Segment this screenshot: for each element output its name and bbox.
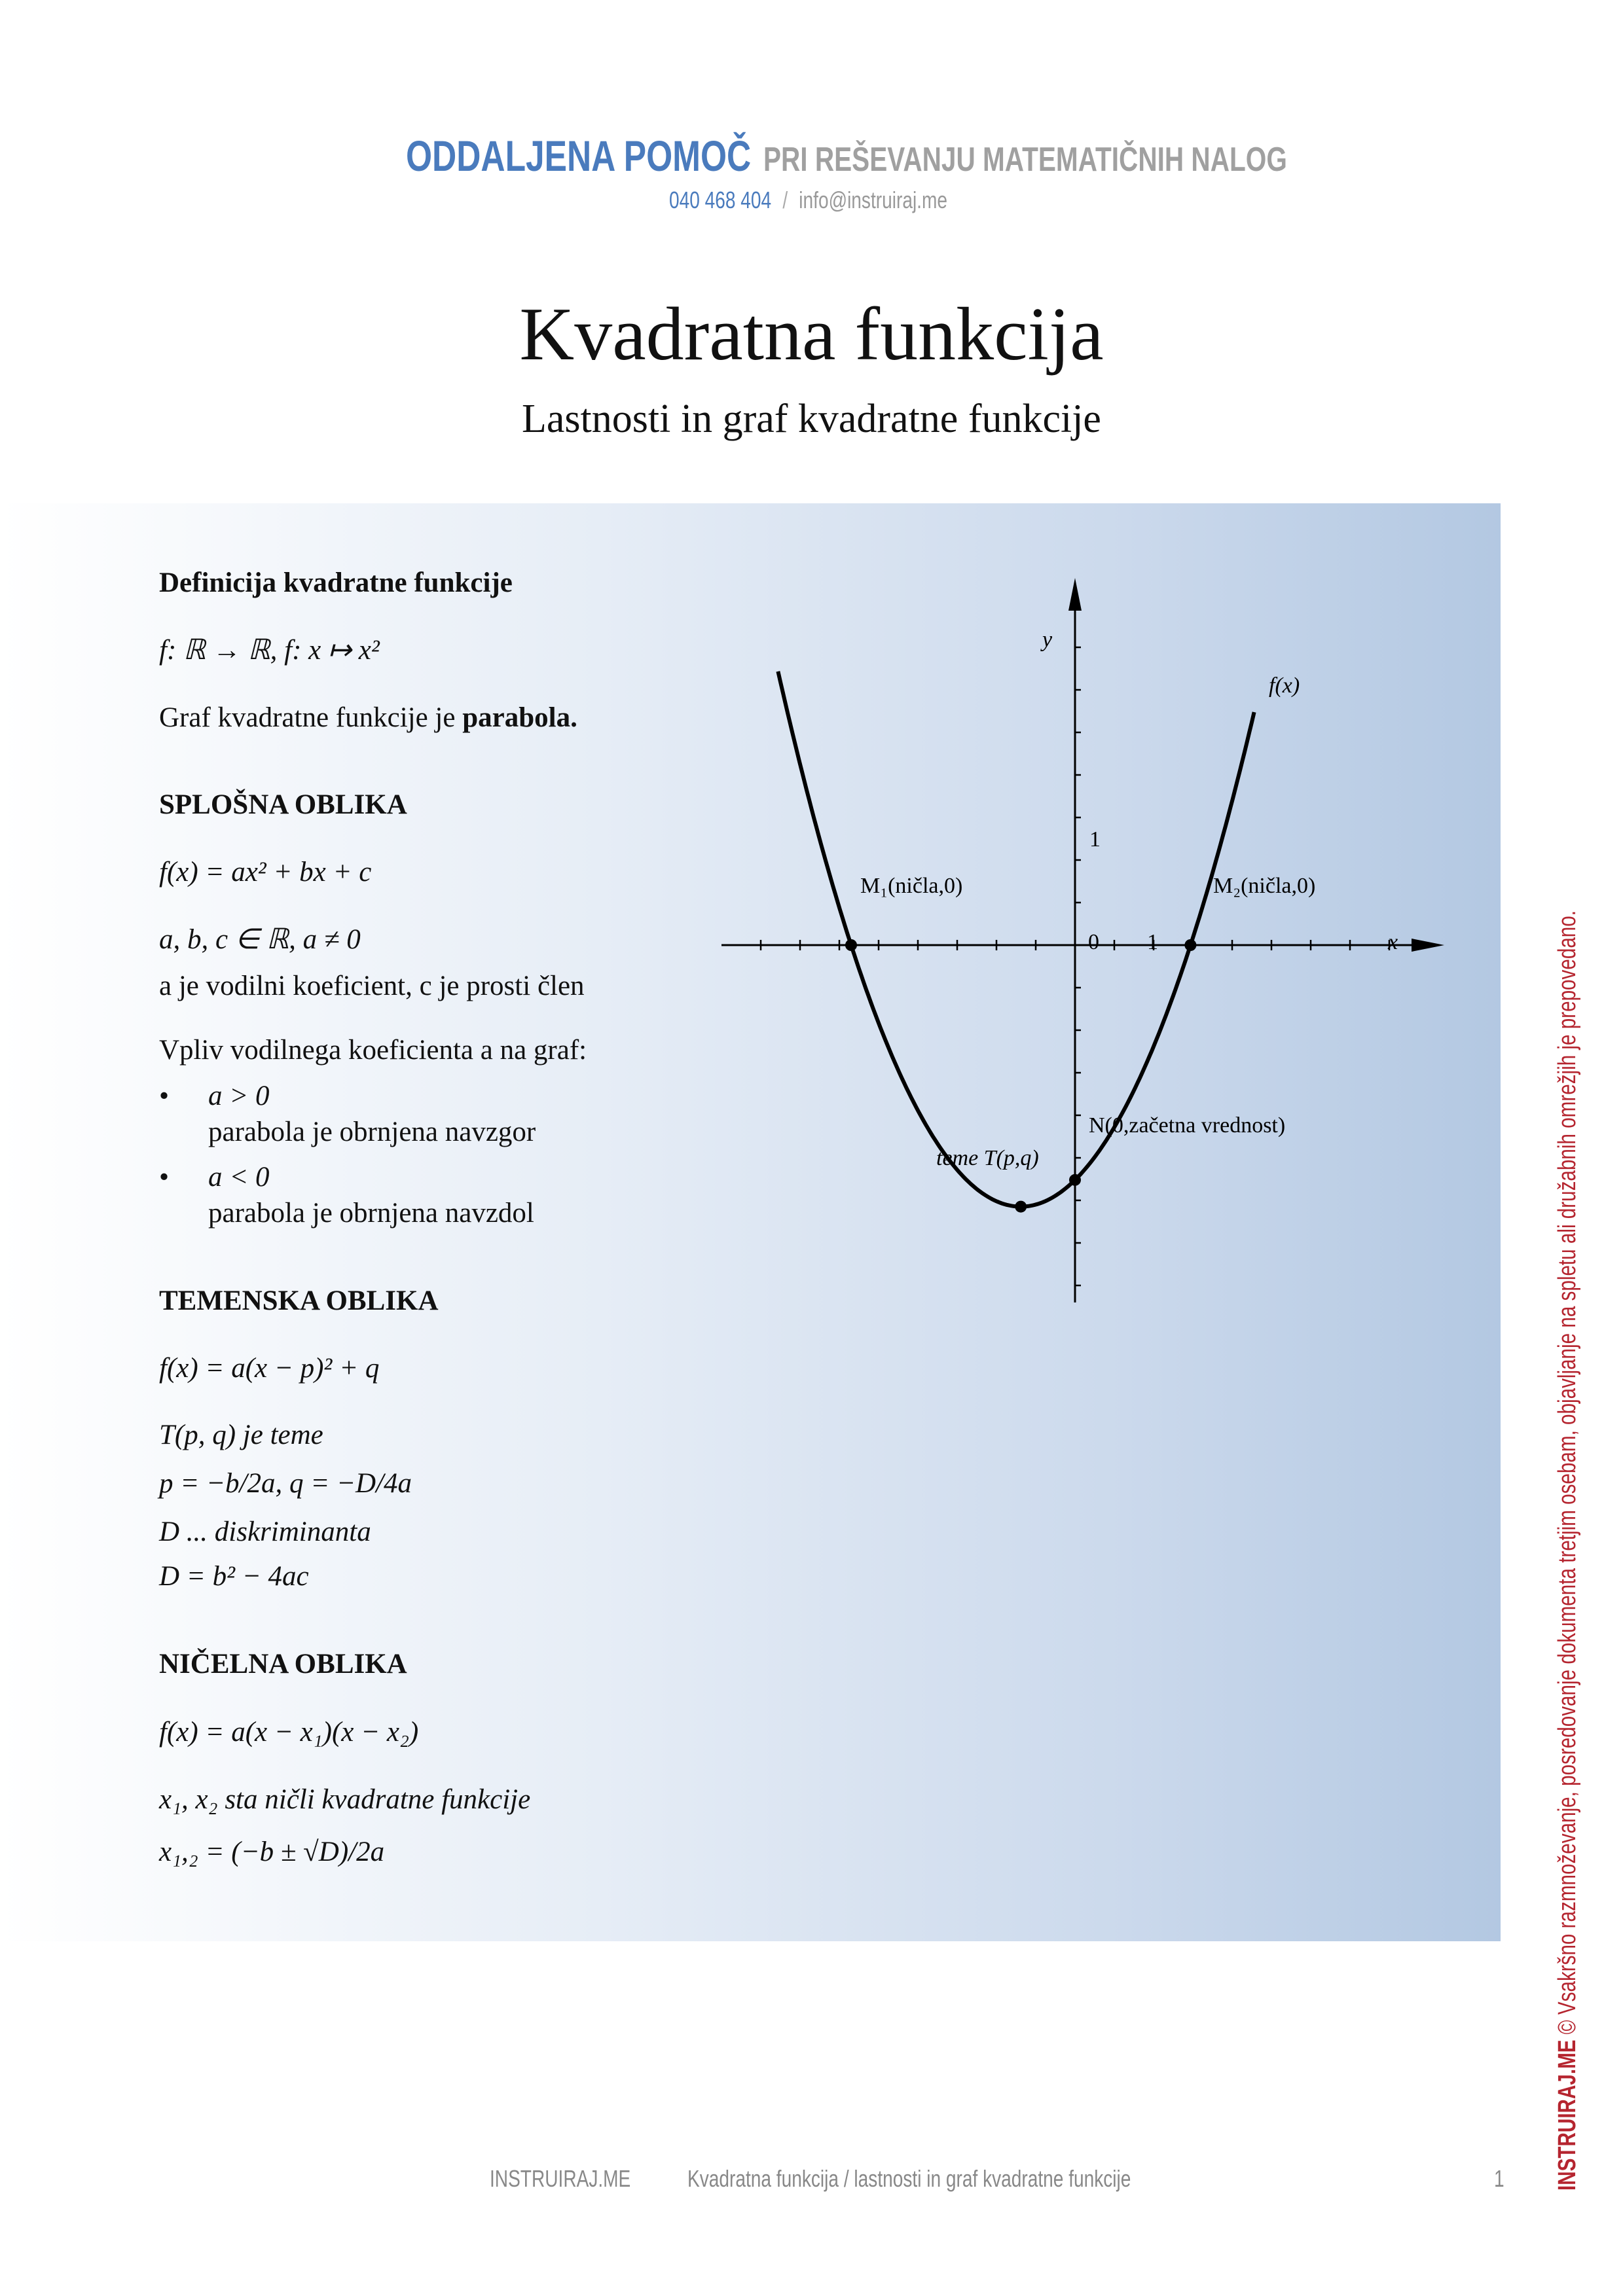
x-axis-arrow bbox=[1412, 939, 1444, 952]
x-axis-label: x bbox=[1387, 930, 1398, 954]
zero-heading: NIČELNA OBLIKA bbox=[159, 1649, 407, 1679]
point-n bbox=[1069, 1174, 1081, 1186]
copyright-watermark: INSTRUIRAJ.ME © Vsakršno razmnoževanje, … bbox=[1554, 549, 1582, 2191]
point-m2 bbox=[1184, 939, 1197, 951]
zero-formula: f(x) = a(x − x₁)(x − x₂) bbox=[159, 1717, 419, 1748]
point-m1 bbox=[845, 939, 857, 951]
discriminant-formula: D = b² − 4ac bbox=[159, 1561, 309, 1592]
page-number: 1 bbox=[1494, 2165, 1504, 2192]
watermark-text: © Vsakršno razmnoževanje, posredovanje d… bbox=[1554, 910, 1581, 2035]
definition-heading: Definicija kvadratne funkcije bbox=[159, 567, 513, 598]
influence-intro: Vpliv vodilnega koeficienta a na graf: bbox=[159, 1035, 587, 1066]
general-heading: SPLOŠNA OBLIKA bbox=[159, 789, 407, 820]
y-axis-arrow bbox=[1068, 578, 1082, 611]
general-note: a je vodilni koeficient, c je prosti čle… bbox=[159, 971, 585, 1001]
page-subtitle: Lastnosti in graf kvadratne funkcije bbox=[522, 397, 1101, 441]
graph-sentence-bold: parabola. bbox=[462, 702, 577, 733]
y-axis-label: y bbox=[1040, 628, 1053, 652]
brand-bold: ODDALJENA POMOČ bbox=[406, 132, 752, 180]
bullet-icon: • bbox=[159, 1081, 170, 1111]
origin-label: 0 bbox=[1088, 930, 1099, 954]
point-n-label: N(0,začetna vrednost) bbox=[1089, 1113, 1285, 1138]
zero-roots: x₁,₂ = (−b ± √D)/2a bbox=[159, 1837, 385, 1867]
footer-brand: INSTRUIRAJ.ME bbox=[490, 2165, 631, 2192]
discriminant-label: D ... diskriminanta bbox=[159, 1516, 371, 1547]
vertex-formula: f(x) = a(x − p)² + q bbox=[159, 1353, 380, 1384]
content-panel bbox=[0, 503, 1501, 1941]
y-tick-label-1: 1 bbox=[1089, 827, 1101, 852]
graph-sentence: Graf kvadratne funkcije je parabola. bbox=[159, 702, 577, 734]
brand-tagline: PRI REŠEVANJU MATEMATIČNIH NALOG bbox=[763, 141, 1287, 179]
bullet-icon: • bbox=[159, 1162, 170, 1193]
axes bbox=[721, 578, 1444, 1302]
point-m2-label: M₂(ničla,0) bbox=[1213, 874, 1315, 898]
footer-doc-title: Kvadratna funkcija / lastnosti in graf k… bbox=[687, 2165, 1131, 2192]
bullet-condition: a < 0 bbox=[208, 1162, 270, 1193]
vertex-definition: T(p, q) je teme bbox=[159, 1420, 323, 1450]
phone-number: 040 468 404 bbox=[669, 187, 772, 213]
graph-sentence-text: Graf kvadratne funkcije je bbox=[159, 702, 456, 733]
points bbox=[845, 939, 1197, 1213]
general-formula: f(x) = ax² + bx + c bbox=[159, 857, 372, 888]
separator: / bbox=[782, 187, 788, 213]
bullet-condition: a > 0 bbox=[208, 1081, 270, 1111]
vertex-pq: p = −b/2a, q = −D/4a bbox=[159, 1468, 412, 1499]
definition-formula: f: ℝ → ℝ, f: x ↦ x² bbox=[159, 635, 380, 666]
page-title: Kvadratna funkcija bbox=[519, 293, 1104, 376]
point-t-label: teme T(p,q) bbox=[936, 1146, 1039, 1170]
point-t bbox=[1015, 1200, 1027, 1213]
watermark-brand: INSTRUIRAJ.ME bbox=[1554, 2039, 1581, 2191]
general-conditions: a, b, c ∈ ℝ, a ≠ 0 bbox=[159, 924, 361, 955]
point-m1-label: M₁(ničla,0) bbox=[860, 874, 962, 898]
bullet-text: parabola je obrnjena navzgor bbox=[208, 1117, 536, 1147]
bullet-text: parabola je obrnjena navzdol bbox=[208, 1198, 534, 1229]
curve-label: f(x) bbox=[1269, 673, 1300, 698]
zero-note: x₁, x₂ sta ničli kvadratne funkcije bbox=[159, 1784, 531, 1815]
x-tick-label-1: 1 bbox=[1147, 930, 1158, 954]
email-link[interactable]: info@instruiraj.me bbox=[799, 187, 947, 213]
vertex-heading: TEMENSKA OBLIKA bbox=[159, 1285, 439, 1316]
